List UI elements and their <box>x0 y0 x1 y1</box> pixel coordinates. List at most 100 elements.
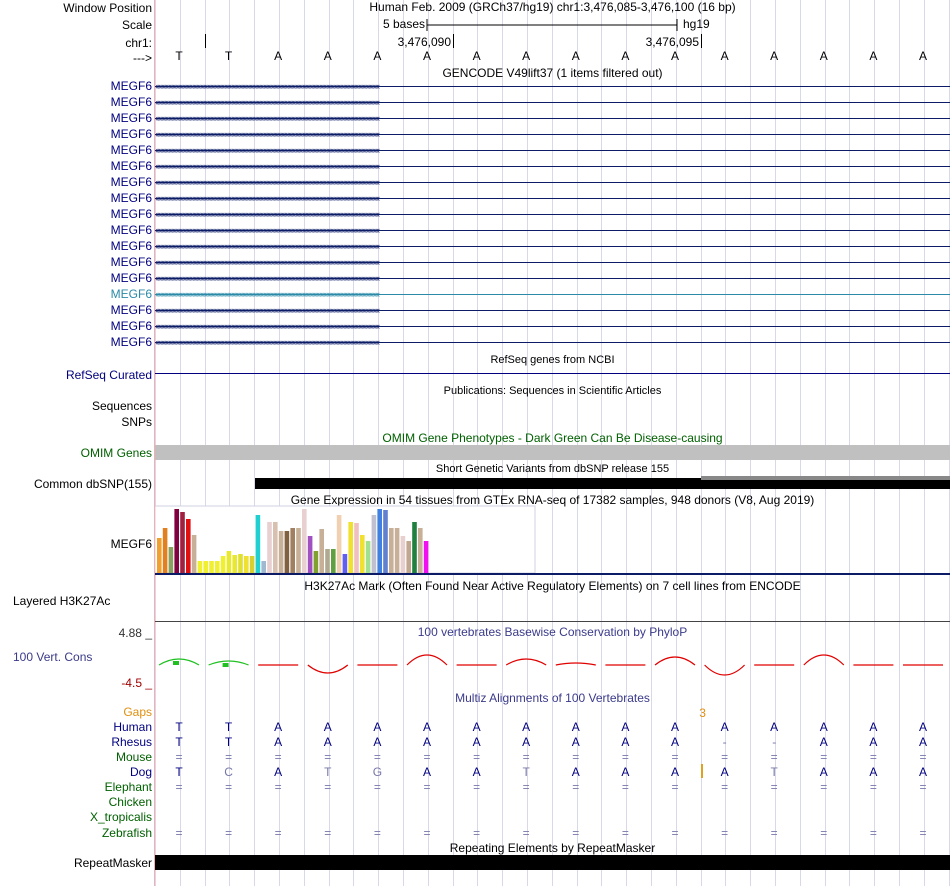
gencode-transcript-label[interactable]: MEGF6 <box>110 191 152 205</box>
gtex-tissue-bar[interactable] <box>331 549 336 573</box>
dbsnp-variant-bar-2[interactable] <box>701 476 950 480</box>
conservation-positive-block[interactable] <box>222 663 229 667</box>
gencode-transcript-feature[interactable]: ‹‹‹‹‹‹‹‹‹‹‹‹‹‹‹‹‹‹‹‹‹‹‹‹‹‹‹‹‹‹‹‹‹‹‹‹‹‹‹‹… <box>155 145 950 156</box>
gtex-tissue-bar[interactable] <box>255 515 261 573</box>
gencode-transcript-feature[interactable]: ‹‹‹‹‹‹‹‹‹‹‹‹‹‹‹‹‹‹‹‹‹‹‹‹‹‹‹‹‹‹‹‹‹‹‹‹‹‹‹‹… <box>155 97 950 108</box>
gtex-tissue-bar[interactable] <box>278 531 284 573</box>
gtex-tissue-bar[interactable] <box>377 509 382 573</box>
gtex-tissue-bar[interactable] <box>325 549 330 573</box>
gtex-tissue-bar[interactable] <box>273 522 278 573</box>
gencode-transcript-feature[interactable]: ‹‹‹‹‹‹‹‹‹‹‹‹‹‹‹‹‹‹‹‹‹‹‹‹‹‹‹‹‹‹‹‹‹‹‹‹‹‹‹‹… <box>155 337 950 348</box>
gencode-transcript-label[interactable]: MEGF6 <box>110 159 152 173</box>
species-label[interactable]: Human <box>113 720 152 734</box>
gencode-transcript-feature[interactable]: ‹‹‹‹‹‹‹‹‹‹‹‹‹‹‹‹‹‹‹‹‹‹‹‹‹‹‹‹‹‹‹‹‹‹‹‹‹‹‹‹… <box>155 129 950 140</box>
gtex-tissue-bar[interactable] <box>406 541 411 573</box>
gencode-transcript-label[interactable]: MEGF6 <box>110 143 152 157</box>
gtex-tissue-bar[interactable] <box>261 561 266 573</box>
gencode-transcript-label[interactable]: MEGF6 <box>110 111 152 125</box>
gtex-tissue-bar[interactable] <box>383 510 388 573</box>
gtex-tissue-bar[interactable] <box>244 556 249 573</box>
gtex-tissue-bar[interactable] <box>238 554 243 573</box>
publications-snps-label[interactable]: SNPs <box>121 415 152 429</box>
refseq-feature-line[interactable] <box>155 373 950 374</box>
gtex-tissue-bar[interactable] <box>284 531 290 573</box>
gtex-tissue-bar[interactable] <box>418 528 423 573</box>
gtex-tissue-bar[interactable] <box>365 541 371 573</box>
conservation-score-mark[interactable] <box>654 656 696 666</box>
species-label[interactable]: Dog <box>129 765 152 779</box>
data-panel[interactable]: Human Feb. 2009 (GRCh37/hg19) chr1:3,476… <box>155 0 950 886</box>
omim-track-label[interactable]: OMIM Genes <box>80 446 152 460</box>
gtex-tissue-bar[interactable] <box>180 512 185 573</box>
gencode-transcript-feature[interactable]: ‹‹‹‹‹‹‹‹‹‹‹‹‹‹‹‹‹‹‹‹‹‹‹‹‹‹‹‹‹‹‹‹‹‹‹‹‹‹‹‹… <box>155 257 950 268</box>
gtex-tissue-bar[interactable] <box>197 561 203 573</box>
gencode-transcript-feature[interactable]: ‹‹‹‹‹‹‹‹‹‹‹‹‹‹‹‹‹‹‹‹‹‹‹‹‹‹‹‹‹‹‹‹‹‹‹‹‹‹‹‹… <box>155 81 950 92</box>
dbsnp-track-label[interactable]: Common dbSNP(155) <box>33 477 152 491</box>
conservation-score-mark[interactable] <box>208 660 249 666</box>
conservation-score-mark[interactable] <box>158 658 200 666</box>
gtex-tissue-bar[interactable] <box>360 535 365 573</box>
gtex-tissue-bar[interactable] <box>162 528 168 573</box>
conservation-plot[interactable] <box>155 640 950 690</box>
gencode-transcript-label[interactable]: MEGF6 <box>110 79 152 93</box>
gencode-transcript-label[interactable]: MEGF6 <box>110 223 152 237</box>
conservation-score-mark[interactable] <box>307 664 349 674</box>
species-label[interactable]: X_tropicalis <box>89 810 152 824</box>
species-label[interactable]: Chicken <box>108 795 152 809</box>
gtex-track-label[interactable]: MEGF6 <box>110 537 152 551</box>
refseq-track-label[interactable]: RefSeq Curated <box>65 368 152 382</box>
species-label[interactable]: Elephant <box>104 780 152 794</box>
gtex-tissue-bar[interactable] <box>354 523 359 573</box>
gencode-transcript-feature[interactable]: ‹‹‹‹‹‹‹‹‹‹‹‹‹‹‹‹‹‹‹‹‹‹‹‹‹‹‹‹‹‹‹‹‹‹‹‹‹‹‹‹… <box>155 289 950 300</box>
gencode-transcript-feature[interactable]: ‹‹‹‹‹‹‹‹‹‹‹‹‹‹‹‹‹‹‹‹‹‹‹‹‹‹‹‹‹‹‹‹‹‹‹‹‹‹‹‹… <box>155 305 950 316</box>
gencode-transcript-label[interactable]: MEGF6 <box>110 175 152 189</box>
gtex-tissue-bar[interactable] <box>215 561 220 573</box>
gtex-tissue-bar[interactable] <box>226 551 232 573</box>
gtex-tissue-bar[interactable] <box>203 561 208 573</box>
conservation-score-mark[interactable] <box>555 662 596 666</box>
gencode-transcript-feature[interactable]: ‹‹‹‹‹‹‹‹‹‹‹‹‹‹‹‹‹‹‹‹‹‹‹‹‹‹‹‹‹‹‹‹‹‹‹‹‹‹‹‹… <box>155 113 950 124</box>
gtex-tissue-bar[interactable] <box>186 519 191 573</box>
gencode-transcript-feature[interactable]: ‹‹‹‹‹‹‹‹‹‹‹‹‹‹‹‹‹‹‹‹‹‹‹‹‹‹‹‹‹‹‹‹‹‹‹‹‹‹‹‹… <box>155 321 950 332</box>
gtex-tissue-bar[interactable] <box>389 528 394 573</box>
gencode-transcript-feature[interactable]: ‹‹‹‹‹‹‹‹‹‹‹‹‹‹‹‹‹‹‹‹‹‹‹‹‹‹‹‹‹‹‹‹‹‹‹‹‹‹‹‹… <box>155 177 950 188</box>
gencode-transcript-feature[interactable]: ‹‹‹‹‹‹‹‹‹‹‹‹‹‹‹‹‹‹‹‹‹‹‹‹‹‹‹‹‹‹‹‹‹‹‹‹‹‹‹‹… <box>155 241 950 252</box>
gtex-tissue-bar[interactable] <box>423 541 429 573</box>
gtex-tissue-bar[interactable] <box>209 561 214 573</box>
gtex-bar-chart[interactable] <box>155 505 950 576</box>
gencode-transcript-label[interactable]: MEGF6 <box>110 255 152 269</box>
gencode-transcript-label[interactable]: MEGF6 <box>110 239 152 253</box>
gtex-tissue-bar[interactable] <box>394 528 400 573</box>
gencode-transcript-feature[interactable]: ‹‹‹‹‹‹‹‹‹‹‹‹‹‹‹‹‹‹‹‹‹‹‹‹‹‹‹‹‹‹‹‹‹‹‹‹‹‹‹‹… <box>155 225 950 236</box>
gencode-transcript-feature[interactable]: ‹‹‹‹‹‹‹‹‹‹‹‹‹‹‹‹‹‹‹‹‹‹‹‹‹‹‹‹‹‹‹‹‹‹‹‹‹‹‹‹… <box>155 193 950 204</box>
h3k27ac-track-label[interactable]: Layered H3K27Ac <box>13 594 111 608</box>
conservation-score-mark[interactable] <box>803 654 845 666</box>
gencode-transcript-label[interactable]: MEGF6 <box>110 335 152 349</box>
dbsnp-variant-bar[interactable] <box>255 478 950 489</box>
gencode-transcript-feature[interactable]: ‹‹‹‹‹‹‹‹‹‹‹‹‹‹‹‹‹‹‹‹‹‹‹‹‹‹‹‹‹‹‹‹‹‹‹‹‹‹‹‹… <box>155 273 950 284</box>
gtex-tissue-bar[interactable] <box>302 509 307 573</box>
gtex-tissue-bar[interactable] <box>168 547 174 573</box>
gtex-tissue-bar[interactable] <box>348 522 353 573</box>
conservation-positive-block[interactable] <box>173 661 179 665</box>
gtex-tissue-bar[interactable] <box>336 515 342 573</box>
gencode-transcript-label[interactable]: MEGF6 <box>110 127 152 141</box>
gtex-tissue-bar[interactable] <box>249 556 255 573</box>
conservation-track-label[interactable]: 100 Vert. Cons <box>13 650 93 664</box>
gtex-tissue-bar[interactable] <box>400 536 406 573</box>
gtex-tissue-bar[interactable] <box>157 538 162 573</box>
repeatmasker-track-label[interactable]: RepeatMasker <box>73 856 152 870</box>
species-label[interactable]: Mouse <box>115 750 152 764</box>
repeatmasker-feature-bar[interactable] <box>155 855 950 870</box>
conservation-score-mark[interactable] <box>505 658 547 666</box>
gencode-transcript-label[interactable]: MEGF6 <box>110 95 152 109</box>
gencode-transcript-feature[interactable]: ‹‹‹‹‹‹‹‹‹‹‹‹‹‹‹‹‹‹‹‹‹‹‹‹‹‹‹‹‹‹‹‹‹‹‹‹‹‹‹‹… <box>155 209 950 220</box>
gencode-transcript-label[interactable]: MEGF6 <box>110 207 152 221</box>
gencode-transcript-feature[interactable]: ‹‹‹‹‹‹‹‹‹‹‹‹‹‹‹‹‹‹‹‹‹‹‹‹‹‹‹‹‹‹‹‹‹‹‹‹‹‹‹‹… <box>155 161 950 172</box>
conservation-score-mark[interactable] <box>704 664 746 676</box>
gtex-tissue-bar[interactable] <box>313 551 319 573</box>
species-label[interactable]: Rhesus <box>111 735 152 749</box>
gtex-tissue-bar[interactable] <box>307 536 313 573</box>
gencode-transcript-label[interactable]: MEGF6 <box>110 319 152 333</box>
gencode-transcript-label[interactable]: MEGF6 <box>110 287 152 301</box>
